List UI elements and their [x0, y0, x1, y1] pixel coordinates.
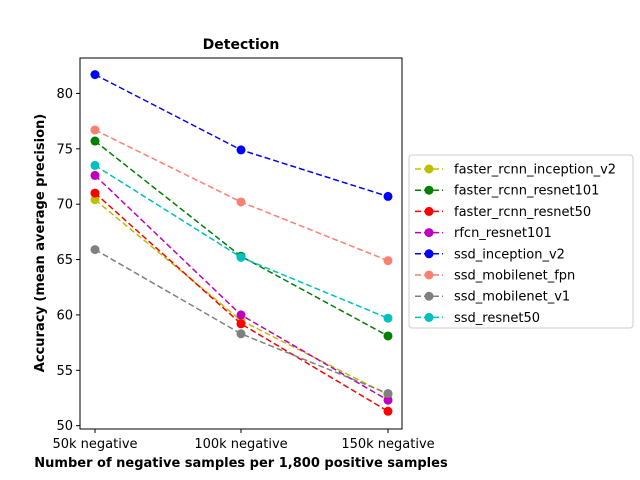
legend-entry: faster_rcnn_inception_v2 [415, 163, 616, 178]
series-ssd-inception-v2 [90, 70, 393, 201]
legend-marker [424, 291, 434, 301]
data-point [383, 331, 393, 341]
legend-marker [424, 206, 434, 216]
legend-box [408, 154, 634, 329]
legend-label: ssd_resnet50 [454, 311, 540, 326]
axes-layer: 50 55 60 65 70 75 80 50k negative 100k negative 1… [52, 87, 434, 452]
legend-marker [424, 228, 434, 238]
legend-label: ssd_mobilenet_fpn [454, 269, 575, 284]
data-point [90, 70, 100, 80]
data-point [383, 406, 393, 416]
series-faster-rcnn-resnet50 [90, 188, 393, 416]
legend-entry: ssd_resnet50 [415, 311, 540, 326]
data-point [383, 389, 393, 399]
legend-label: rfcn_resnet101 [454, 226, 552, 241]
data-point [236, 197, 246, 207]
legend-entry: faster_rcnn_resnet50 [415, 205, 591, 220]
legend-entry: faster_rcnn_resnet101 [415, 184, 599, 199]
legend-label: faster_rcnn_resnet101 [454, 184, 599, 199]
legend-entry: rfcn_resnet101 [415, 226, 552, 241]
data-point [90, 195, 100, 205]
y-tick-label: 70 [56, 198, 73, 213]
legend-label: ssd_inception_v2 [454, 247, 565, 262]
legend-marker [424, 164, 434, 174]
series-line [94, 248, 389, 395]
y-tick-label: 65 [56, 253, 73, 268]
series-line [94, 73, 389, 198]
plot-area [79, 57, 403, 430]
series-line [94, 192, 389, 412]
y-tick-label: 55 [56, 364, 73, 379]
legend-label: faster_rcnn_resnet50 [454, 205, 591, 220]
data-point [236, 319, 246, 329]
series-layer [90, 70, 393, 416]
series-ssd-mobilenet-v1 [90, 245, 393, 399]
chart-title: Detection [203, 37, 280, 53]
series-faster-rcnn-inception-v2 [90, 195, 393, 400]
data-point [383, 313, 393, 323]
x-tick-label: 150k negative [341, 437, 434, 452]
legend-entry: ssd_mobilenet_v1 [415, 290, 570, 305]
legend-entry: ssd_mobilenet_fpn [415, 269, 575, 284]
data-point [90, 160, 100, 170]
series-faster-rcnn-resnet101 [90, 136, 393, 341]
data-point [383, 191, 393, 201]
legend-label: faster_rcnn_inception_v2 [454, 163, 616, 178]
data-point [90, 170, 100, 180]
plot-border [79, 57, 403, 430]
data-point [236, 329, 246, 339]
legend-marker [424, 312, 434, 322]
legend-entry: ssd_inception_v2 [415, 247, 565, 262]
series-line [94, 174, 389, 401]
series-ssd-resnet50 [90, 160, 393, 323]
legend-marker [424, 185, 434, 195]
y-tick-label: 50 [56, 419, 73, 434]
data-point [236, 145, 246, 155]
data-point [383, 256, 393, 266]
series-line [94, 140, 389, 337]
y-tick-label: 60 [56, 308, 73, 323]
y-tick-label: 80 [56, 87, 73, 102]
y-tick-label: 75 [56, 142, 73, 157]
series-line [94, 199, 389, 396]
x-tick-label: 50k negative [52, 437, 137, 452]
data-point [236, 310, 246, 320]
legend-label: ssd_mobilenet_v1 [454, 290, 570, 305]
legend: faster_rcnn_inception_v2 faster_rcnn_resn… [408, 154, 634, 329]
x-tick-label: 100k negative [194, 437, 287, 452]
series-ssd-mobilenet-fpn [90, 125, 393, 266]
data-point [90, 136, 100, 146]
data-point [90, 125, 100, 135]
data-point [236, 252, 246, 262]
series-rfcn-resnet101 [90, 170, 393, 405]
legend-marker [424, 270, 434, 280]
data-point [90, 245, 100, 255]
x-axis-title: Number of negative samples per 1,800 pos… [34, 456, 448, 471]
series-line [94, 164, 389, 319]
data-point [383, 395, 393, 405]
y-axis-title: Accuracy (mean average precision) [33, 114, 48, 372]
legend-marker [424, 249, 434, 259]
data-point [90, 188, 100, 198]
